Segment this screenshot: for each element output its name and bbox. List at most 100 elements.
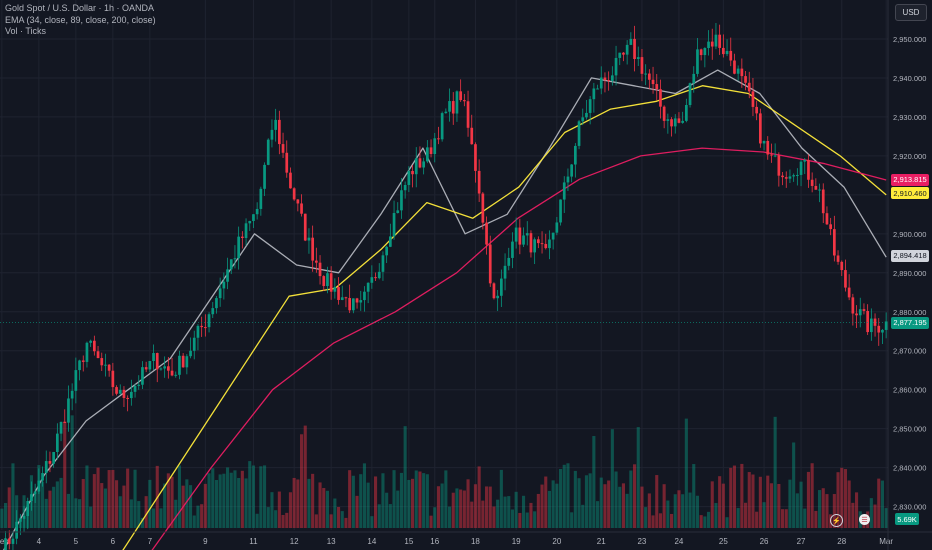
candle-body — [218, 288, 222, 299]
candle-body — [762, 140, 766, 144]
volume-bar — [140, 517, 144, 528]
volume-bar — [381, 473, 385, 528]
volume-bar — [810, 463, 814, 528]
volume-bar — [78, 499, 82, 528]
candle-body — [292, 188, 296, 200]
volume-bar — [481, 500, 485, 528]
candle-body — [622, 52, 625, 55]
candle-body — [773, 155, 777, 157]
candle-body — [581, 117, 585, 122]
volume-bar — [244, 478, 248, 528]
candle-body — [259, 188, 263, 209]
volume-bar — [211, 468, 215, 528]
volume-bar — [880, 480, 884, 528]
volume-bar — [529, 502, 533, 528]
candle-body — [759, 113, 762, 144]
candle-body — [844, 270, 847, 288]
volume-bar — [200, 504, 204, 528]
volume-bar — [503, 496, 507, 528]
volume-indicator-label[interactable]: Vol · Ticks — [5, 26, 47, 36]
candle-body — [873, 318, 877, 326]
candle-body — [870, 318, 873, 333]
candle-body — [337, 287, 340, 300]
candle-body — [148, 361, 152, 370]
volume-bar — [625, 493, 629, 528]
candle-body — [429, 147, 433, 155]
volume-bar — [118, 496, 122, 528]
volume-bar — [270, 492, 274, 528]
candle-body — [329, 273, 333, 292]
candle-body — [7, 538, 11, 544]
candle-body — [833, 229, 836, 256]
volume-bar — [385, 492, 389, 528]
volume-bar — [388, 504, 392, 528]
volume-bar — [740, 463, 744, 528]
volume-bar — [710, 481, 714, 528]
candle-body — [485, 222, 488, 245]
volume-bar — [33, 493, 37, 528]
candle-body — [877, 325, 881, 333]
volume-bar — [44, 498, 48, 528]
volume-bar — [522, 495, 526, 528]
candle-body — [274, 119, 277, 130]
volume-bar — [177, 465, 181, 528]
candle-body — [448, 101, 451, 112]
symbol-title[interactable]: Gold Spot / U.S. Dollar · 1h · OANDA — [5, 3, 155, 13]
volume-bar — [677, 490, 681, 528]
candle-body — [707, 41, 710, 49]
candle-body — [692, 73, 696, 84]
volume-bar — [263, 465, 267, 528]
candle-body — [48, 461, 52, 464]
volume-bar — [555, 483, 559, 528]
candle-body — [722, 47, 725, 55]
volume-bar — [96, 467, 100, 528]
candle-body — [566, 176, 570, 183]
volume-bar — [577, 478, 581, 528]
candle-body — [681, 120, 684, 123]
candle-body — [233, 258, 237, 260]
candle-body — [511, 241, 514, 258]
candle-body — [418, 158, 422, 168]
candle-body — [648, 73, 651, 80]
candle-body — [699, 49, 703, 56]
candle-body — [255, 208, 259, 215]
volume-bar — [448, 506, 452, 528]
volume-bar — [74, 498, 78, 528]
volume-bar — [496, 499, 500, 528]
ema-indicator-label[interactable]: EMA (34, close, 89, close, 200, close) — [5, 14, 156, 25]
candle-body — [559, 199, 562, 223]
candle-body — [670, 119, 673, 127]
volume-bar — [440, 483, 444, 528]
volume-bar — [570, 512, 574, 528]
candle-body — [518, 227, 522, 245]
y-tick-label: 2,890.000 — [893, 269, 926, 278]
volume-bar — [300, 434, 304, 528]
volume-bar — [170, 476, 174, 528]
volume-bar — [52, 486, 56, 528]
us-flag-event-icon[interactable]: ☰ — [859, 514, 870, 525]
volume-tag: 5.69K — [895, 513, 919, 525]
volume-bar — [337, 506, 341, 528]
volume-bar — [547, 490, 551, 528]
volume-bar — [662, 484, 666, 528]
candle-body — [278, 119, 281, 145]
volume-bar — [351, 475, 355, 528]
volume-bar — [688, 492, 692, 528]
volume-bar — [407, 479, 411, 528]
candle-body — [56, 433, 59, 452]
volume-bar — [292, 477, 296, 528]
candle-body — [788, 176, 792, 179]
volume-bar — [784, 509, 788, 528]
volume-bar — [488, 486, 492, 528]
currency-button[interactable]: USD — [895, 4, 927, 21]
candle-body — [107, 364, 111, 371]
lightning-event-icon[interactable]: ⚡ — [830, 514, 843, 527]
y-tick-label: 2,840.000 — [893, 464, 926, 473]
candle-body — [577, 121, 581, 146]
volume-bar — [610, 429, 614, 528]
candle-body — [792, 175, 795, 177]
volume-bar — [725, 517, 729, 528]
volume-bar — [581, 504, 585, 528]
candle-body — [444, 111, 448, 114]
